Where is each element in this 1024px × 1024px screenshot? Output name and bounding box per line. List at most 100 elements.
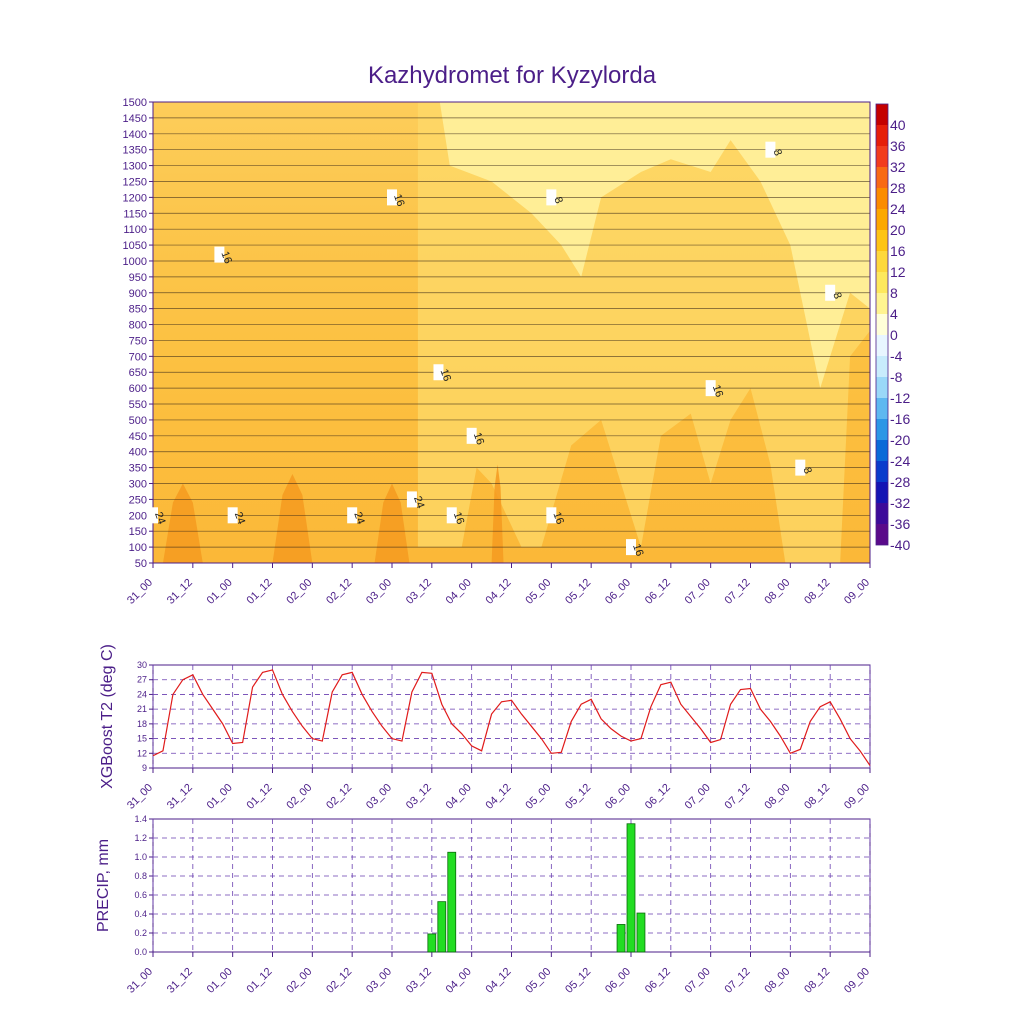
- x-tick-label: 08_12: [802, 577, 832, 607]
- contour-label-box: [705, 380, 716, 397]
- y-tick-label: 150: [129, 526, 147, 538]
- colorbar-swatch: [876, 230, 888, 251]
- precip-bar: [427, 933, 437, 953]
- colorbar-label: 8: [890, 285, 898, 301]
- colorbar-swatch: [876, 356, 888, 377]
- x-tick-label: 31_00: [125, 966, 155, 996]
- x-tick-label: 07_00: [683, 966, 713, 996]
- colorbar-label: -16: [890, 411, 910, 427]
- colorbar-label: 12: [890, 264, 906, 280]
- x-tick-label: 03_00: [364, 966, 394, 996]
- colorbar-swatch: [876, 398, 888, 419]
- x-tick-label: 05_00: [523, 577, 553, 607]
- contour-label: 8: [551, 195, 564, 205]
- y-tick-label: 700: [129, 351, 147, 363]
- contour-label-box: [765, 141, 776, 158]
- y-tick-label: 650: [129, 367, 147, 379]
- y-tick-label: 0.0: [134, 947, 147, 957]
- x-tick-label: 04_00: [444, 782, 474, 812]
- colorbar-label: 4: [890, 306, 898, 322]
- x-tick-label: 03_00: [364, 782, 394, 812]
- x-tick-label: 01_00: [205, 966, 235, 996]
- contour-label: 8: [771, 148, 784, 158]
- t2-frame: [152, 664, 871, 769]
- x-tick-label: 08_12: [802, 966, 832, 996]
- colorbar-label: -40: [890, 537, 910, 553]
- x-tick-label: 07_12: [723, 782, 753, 812]
- colorbar-label: 0: [890, 327, 898, 343]
- x-tick-label: 05_12: [563, 782, 593, 812]
- x-tick-label: 02_12: [324, 782, 354, 812]
- colorbar-label: 20: [890, 222, 906, 238]
- y-tick-label: 1300: [123, 161, 147, 173]
- y-tick-label: 1350: [123, 145, 147, 157]
- contour-label-box: [148, 507, 158, 524]
- colorbar-swatch: [876, 461, 888, 482]
- contour-label-box: [795, 459, 806, 476]
- contour-label: 16: [630, 542, 645, 558]
- colorbar-swatch: [876, 419, 888, 440]
- precip-bar-panel: 0.0 0.2 0.4 0.6 0.8 1.0 1.2 1.4 31_00 31_12 01_00 0…: [95, 814, 872, 996]
- x-tick-label: 05_12: [563, 577, 593, 607]
- temperature-contour-panel: 50 100 150 200 250 300 350 400 450 500 550 600 650 70…: [123, 97, 873, 607]
- contour-label: 16: [391, 193, 406, 209]
- y-tick-label: 0.4: [134, 909, 147, 919]
- x-tick-label: 02_00: [284, 782, 314, 812]
- x-tick-label: 31_12: [165, 966, 195, 996]
- y-tick-label: 0.2: [134, 928, 147, 938]
- x-tick-label: 09_00: [842, 966, 872, 996]
- x-tick-label: 01_00: [205, 577, 235, 607]
- y-tick-label: 12: [137, 748, 147, 758]
- colorbar-label: -28: [890, 474, 910, 490]
- x-tick-label: 01_12: [245, 966, 275, 996]
- y-tick-label: 450: [129, 431, 147, 443]
- y-tick-label: 1.2: [134, 833, 147, 843]
- x-tick-label: 01_00: [205, 782, 235, 812]
- contour-region-12: [417, 102, 870, 563]
- x-tick-label: 03_12: [404, 966, 434, 996]
- x-tick-label: 06_12: [643, 966, 673, 996]
- y-tick-label: 15: [137, 734, 147, 744]
- y-tick-label: 200: [129, 510, 147, 522]
- y-tick-label: 250: [129, 494, 147, 506]
- x-tick-label: 08_00: [762, 782, 792, 812]
- y-tick-label: 30: [137, 660, 147, 670]
- contour-label-box: [227, 507, 238, 524]
- colorbar-swatch: [876, 146, 888, 167]
- precip-bar: [626, 823, 636, 953]
- y-tick-label: 100: [129, 542, 147, 554]
- x-tick-label: 02_00: [284, 577, 314, 607]
- contour-region-24: [162, 483, 203, 563]
- x-tick-label: 05_00: [523, 782, 553, 812]
- colorbar-swatch: [876, 440, 888, 461]
- x-tick-label: 04_12: [484, 966, 514, 996]
- x-tick-label: 04_12: [484, 577, 514, 607]
- contour-label-box: [214, 246, 225, 263]
- contour-label-box: [546, 189, 557, 206]
- y-tick-label: 24: [137, 689, 147, 699]
- x-tick-label: 31_12: [165, 782, 195, 812]
- t2-line-panel: 9 12 15 18 21 24 27 30 31_00 31_12 01_00 01_12 02_00…: [99, 644, 872, 812]
- colorbar-label: 36: [890, 138, 906, 154]
- colorbar-swatch: [876, 167, 888, 188]
- y-tick-label: 500: [129, 415, 147, 427]
- x-tick-label: 01_12: [245, 782, 275, 812]
- x-tick-label: 09_00: [842, 782, 872, 812]
- precip-bar: [636, 912, 646, 953]
- contour-label: 16: [550, 510, 565, 526]
- y-tick-label: 18: [137, 719, 147, 729]
- t2-y-axis-label: XGBoost T2 (deg C): [99, 644, 116, 789]
- x-tick-label: 03_12: [404, 782, 434, 812]
- colorbar-swatch: [876, 272, 888, 293]
- contour-label: 16: [438, 367, 453, 383]
- y-tick-label: 300: [129, 479, 147, 491]
- precip-bar: [447, 851, 457, 953]
- x-tick-label: 31_12: [165, 577, 195, 607]
- chart-title: Kazhydromet for Kyzylorda: [367, 62, 657, 89]
- contour-label: 8: [800, 466, 813, 476]
- y-tick-label: 1100: [123, 224, 147, 236]
- y-tick-label: 1000: [123, 256, 147, 268]
- contour-label-box: [626, 539, 636, 556]
- contour-region-24: [374, 483, 410, 563]
